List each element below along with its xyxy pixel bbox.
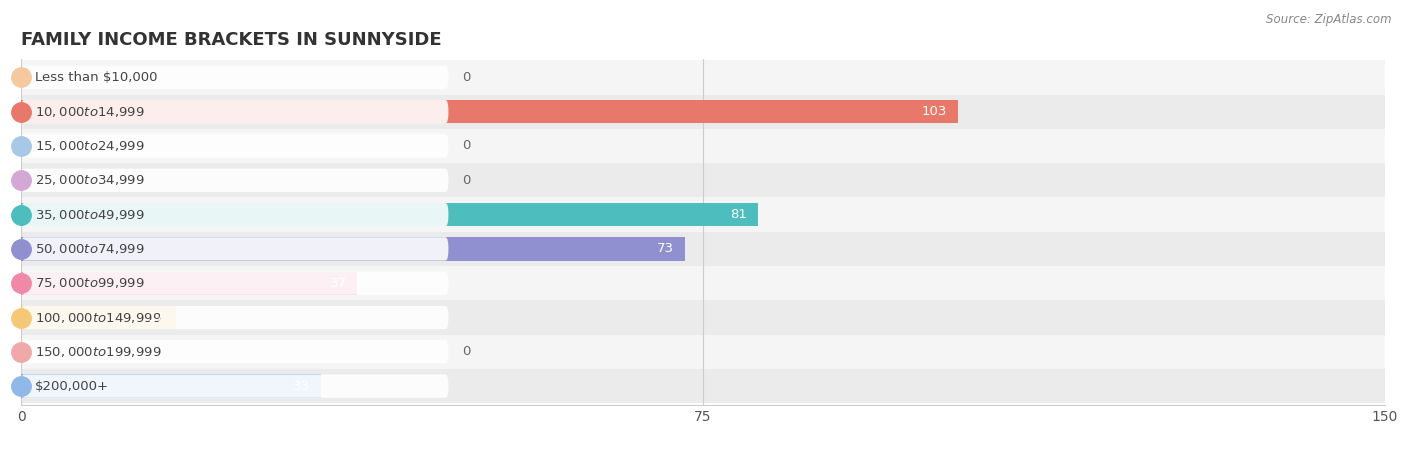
Bar	[21, 335, 1385, 369]
FancyBboxPatch shape	[21, 340, 449, 364]
Text: Source: ZipAtlas.com: Source: ZipAtlas.com	[1267, 14, 1392, 27]
Text: 37: 37	[329, 277, 347, 290]
Text: $50,000 to $74,999: $50,000 to $74,999	[35, 242, 145, 256]
Text: $10,000 to $14,999: $10,000 to $14,999	[35, 105, 145, 119]
FancyBboxPatch shape	[21, 100, 449, 123]
Text: 0: 0	[463, 345, 471, 358]
Bar	[21, 374, 321, 398]
Text: FAMILY INCOME BRACKETS IN SUNNYSIDE: FAMILY INCOME BRACKETS IN SUNNYSIDE	[21, 31, 441, 49]
Text: $200,000+: $200,000+	[35, 380, 108, 393]
Text: $15,000 to $24,999: $15,000 to $24,999	[35, 139, 145, 153]
Text: 17: 17	[148, 311, 165, 324]
Text: $150,000 to $199,999: $150,000 to $199,999	[35, 345, 162, 359]
FancyBboxPatch shape	[21, 271, 449, 295]
Bar	[21, 266, 1385, 300]
Text: 103: 103	[921, 105, 946, 118]
Text: $100,000 to $149,999: $100,000 to $149,999	[35, 310, 162, 324]
FancyBboxPatch shape	[21, 169, 449, 192]
Bar	[21, 300, 1385, 335]
Text: $25,000 to $34,999: $25,000 to $34,999	[35, 173, 145, 187]
FancyBboxPatch shape	[21, 374, 449, 398]
Bar	[21, 94, 1385, 129]
Text: Less than $10,000: Less than $10,000	[35, 71, 157, 84]
Text: 0: 0	[463, 174, 471, 187]
FancyBboxPatch shape	[21, 134, 449, 158]
Bar	[21, 163, 1385, 198]
Bar	[21, 129, 1385, 163]
Text: $75,000 to $99,999: $75,000 to $99,999	[35, 276, 145, 290]
FancyBboxPatch shape	[21, 203, 449, 226]
Text: 73: 73	[657, 243, 673, 256]
Bar	[21, 237, 685, 261]
FancyBboxPatch shape	[21, 306, 449, 329]
Bar	[21, 100, 957, 123]
Bar	[21, 232, 1385, 266]
Bar	[21, 198, 1385, 232]
Text: 0: 0	[463, 140, 471, 153]
Bar	[21, 271, 357, 295]
Bar	[21, 369, 1385, 403]
Bar	[21, 203, 758, 226]
Text: 81: 81	[730, 208, 747, 221]
Text: $35,000 to $49,999: $35,000 to $49,999	[35, 207, 145, 221]
Text: 33: 33	[294, 380, 311, 393]
FancyBboxPatch shape	[21, 66, 449, 89]
Bar	[21, 306, 176, 329]
Text: 0: 0	[463, 71, 471, 84]
FancyBboxPatch shape	[21, 237, 449, 261]
Bar	[21, 60, 1385, 94]
